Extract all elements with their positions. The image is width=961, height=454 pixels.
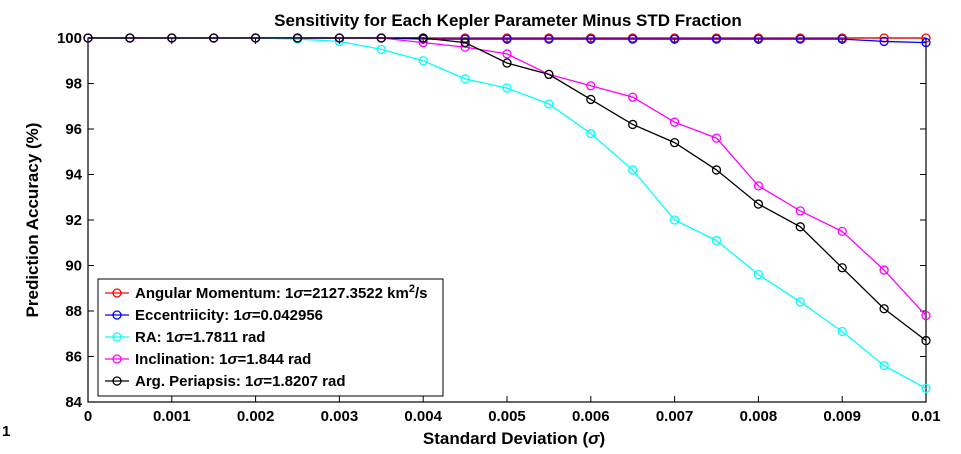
data-point [460, 74, 470, 84]
x-tick-label: 0.006 [572, 408, 610, 425]
y-tick-label: 98 [65, 76, 82, 93]
data-point [544, 34, 554, 44]
data-point [502, 34, 512, 44]
data-point [167, 33, 177, 43]
data-point [83, 33, 93, 43]
y-tick-label: 96 [65, 121, 82, 138]
data-point [628, 119, 638, 130]
y-tick-label: 94 [65, 167, 82, 184]
data-point [418, 33, 428, 43]
data-point [586, 128, 596, 139]
legend-marker [112, 332, 122, 342]
series-line [88, 37, 927, 342]
data-point [544, 69, 554, 80]
legend-marker [112, 376, 122, 386]
data-point [502, 49, 512, 59]
x-tick-label: 0.002 [237, 408, 275, 425]
data-point [125, 33, 135, 43]
series-4 [83, 33, 931, 346]
panel-number: 1 [2, 423, 10, 440]
data-point [711, 235, 722, 246]
data-point [628, 165, 638, 175]
data-point [292, 33, 303, 43]
legend-label: Angular Momentum: 1σ=2127.3522 km2/s [135, 283, 427, 302]
data-point [586, 81, 596, 91]
x-axis-label: Standard Deviation (σ) [423, 429, 605, 448]
data-point [879, 360, 889, 371]
data-point [837, 326, 847, 337]
y-tick-label: 92 [65, 212, 82, 229]
data-point [837, 34, 847, 44]
data-point [376, 44, 386, 55]
data-point [879, 36, 889, 47]
legend-marker [112, 288, 122, 298]
data-point [879, 304, 889, 314]
data-point [669, 215, 680, 225]
data-point [418, 56, 428, 66]
data-point [502, 83, 512, 93]
data-point [250, 33, 261, 43]
x-tick-label: 0.007 [656, 408, 694, 425]
data-point [795, 34, 805, 44]
legend: Angular Momentum: 1σ=2127.3522 km2/s Ecce… [97, 278, 444, 397]
y-tick-label: 100 [57, 30, 82, 47]
legend-box [97, 278, 444, 397]
data-point [209, 33, 219, 43]
data-point [795, 222, 805, 232]
series-lines [83, 33, 931, 394]
data-point [921, 383, 931, 394]
data-point [376, 33, 386, 43]
x-tick-label: 0.004 [404, 408, 442, 425]
data-point [460, 37, 470, 48]
data-point [334, 33, 345, 43]
axis-ticks: 0 0.001 0.002 0.003 0.004 0.005 0.006 0.007 0.00… [57, 30, 941, 425]
x-tick-label: 0.005 [488, 408, 526, 425]
y-axis-label: Prediction Accuracy (%) [23, 123, 42, 318]
data-point [795, 206, 805, 216]
data-point [753, 199, 764, 209]
data-point [669, 34, 680, 44]
data-point [837, 226, 847, 237]
x-tick-label: 0.008 [740, 408, 778, 425]
data-point [711, 34, 722, 44]
data-point [753, 269, 764, 280]
legend-label: Inclination: 1σ=1.844 rad [135, 351, 311, 368]
data-point [544, 99, 554, 109]
data-point [921, 37, 931, 48]
data-point [753, 34, 764, 44]
y-tick-label: 90 [65, 258, 82, 275]
data-point [669, 117, 680, 127]
chart-title: Sensitivity for Each Kepler Parameter Mi… [274, 11, 742, 30]
data-point [795, 297, 805, 307]
data-point [711, 165, 722, 175]
legend-marker [112, 310, 122, 320]
legend-label: RA: 1σ=1.7811 rad [135, 329, 265, 346]
data-point [711, 133, 722, 143]
data-point [669, 137, 680, 148]
legend-marker [112, 354, 122, 364]
x-tick-label: 0.001 [153, 408, 191, 425]
legend-label: Eccentriicity: 1σ=0.042956 [135, 307, 323, 324]
data-point [921, 310, 931, 321]
data-point [628, 34, 638, 44]
x-tick-label: 0.01 [911, 408, 940, 425]
x-tick-label: 0.003 [321, 408, 359, 425]
data-point [921, 335, 931, 346]
data-point [586, 94, 596, 105]
y-tick-label: 86 [65, 349, 82, 366]
data-point [586, 34, 596, 44]
data-point [628, 92, 638, 102]
data-point [753, 181, 764, 191]
y-tick-label: 88 [65, 303, 82, 320]
data-point [879, 265, 889, 275]
y-tick-label: 84 [65, 394, 82, 411]
x-tick-label: 0 [84, 408, 92, 425]
data-point [502, 58, 512, 68]
x-tick-label: 0.009 [823, 408, 861, 425]
legend-label: Arg. Periapsis: 1σ=1.8207 rad [135, 373, 346, 390]
data-point [837, 263, 847, 273]
